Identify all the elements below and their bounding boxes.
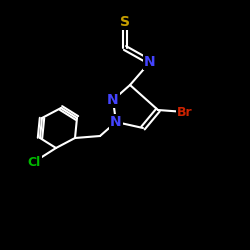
Text: Cl: Cl xyxy=(28,156,40,168)
Text: N: N xyxy=(144,55,156,69)
Text: N: N xyxy=(110,115,122,129)
Text: N: N xyxy=(107,93,119,107)
Text: S: S xyxy=(120,15,130,29)
Text: Br: Br xyxy=(177,106,193,118)
